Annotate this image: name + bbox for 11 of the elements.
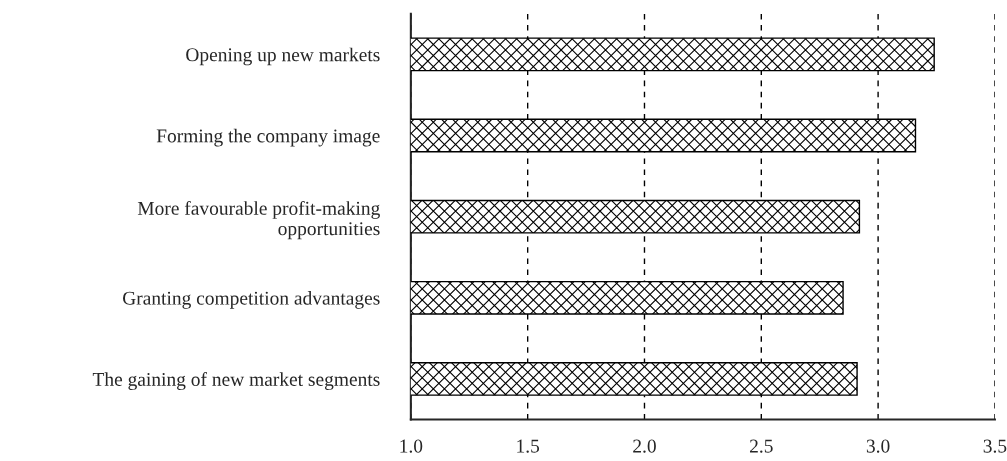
- x-tick-label: 3.5: [983, 439, 1007, 453]
- y-tick-label: Forming the company image: [156, 128, 380, 147]
- x-tick-label: 2.0: [633, 439, 656, 453]
- x-tick-label: 3.0: [866, 439, 890, 453]
- x-tick-label: 1.5: [517, 439, 540, 453]
- y-tick-label: Granting competition advantages: [122, 291, 380, 309]
- y-tick-label: The gaining of new market segments: [92, 372, 380, 390]
- x-tick-label: 2.5: [749, 439, 773, 453]
- y-tick-label: Opening up new markets: [186, 47, 380, 66]
- x-tick-label: 1.0: [400, 439, 423, 453]
- y-tick-label: More favourable profit-making opportunities: [137, 200, 380, 240]
